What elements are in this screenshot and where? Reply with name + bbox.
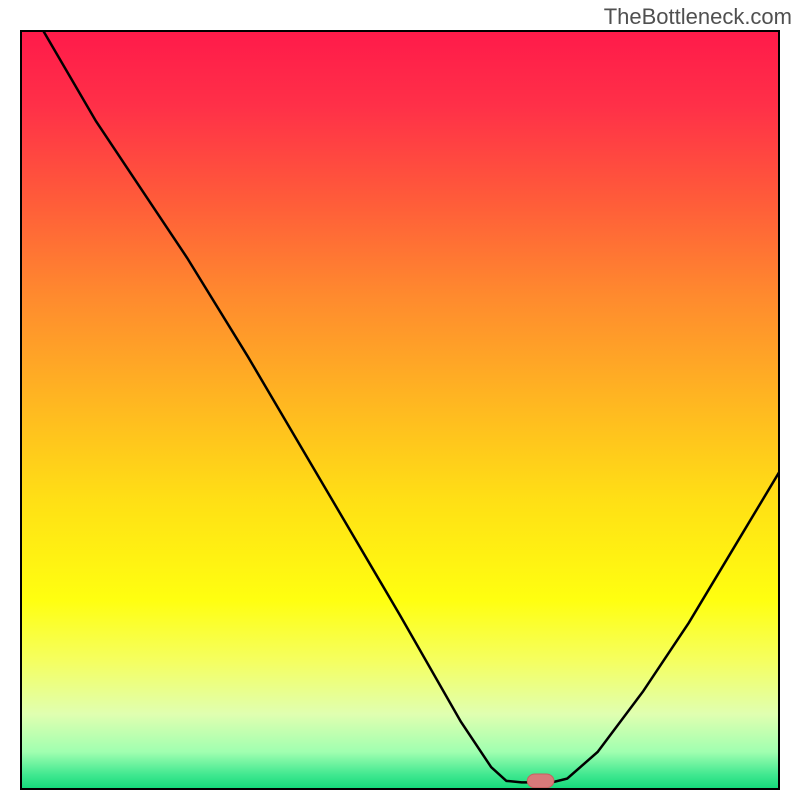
optimal-point-marker bbox=[527, 774, 554, 788]
bottleneck-chart bbox=[20, 30, 780, 790]
chart-container bbox=[20, 30, 780, 790]
gradient-background bbox=[20, 30, 780, 790]
watermark-text: TheBottleneck.com bbox=[604, 4, 792, 30]
